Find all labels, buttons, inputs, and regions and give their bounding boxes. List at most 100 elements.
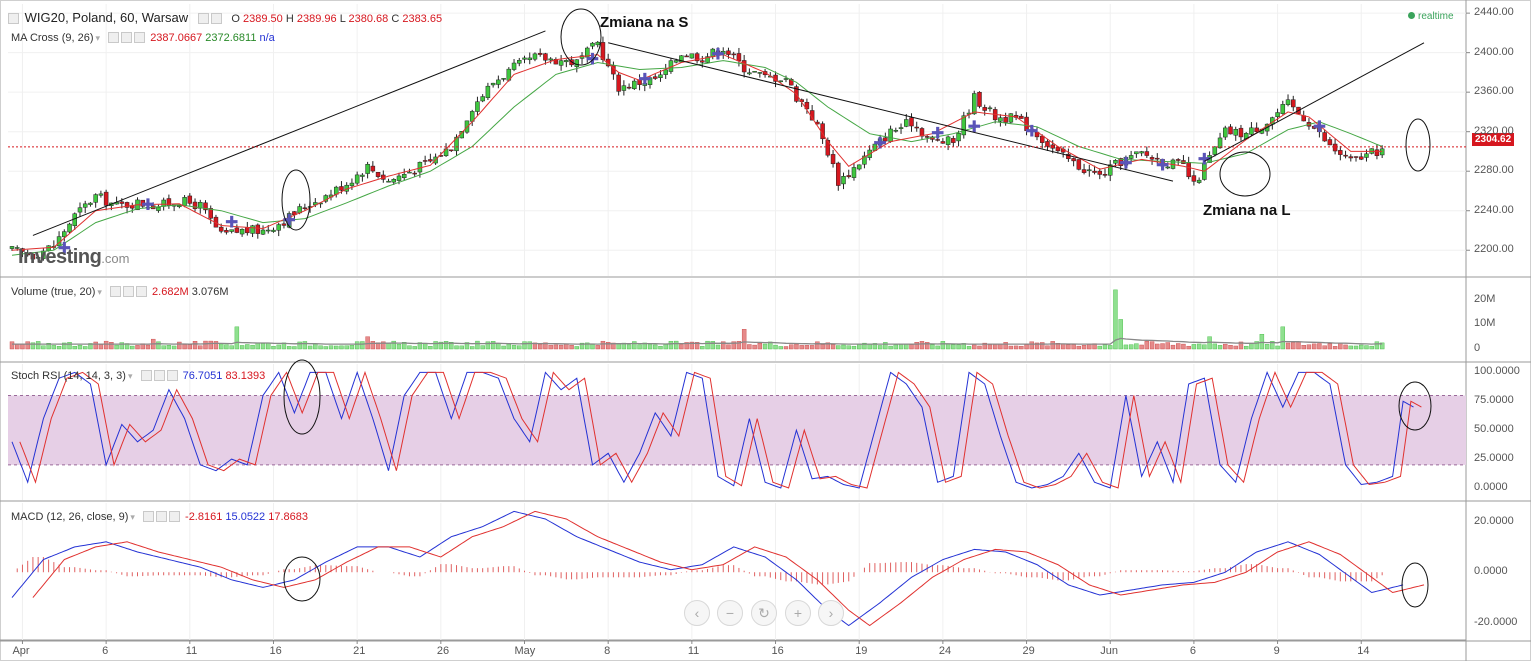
candle <box>501 78 506 82</box>
settings-icon[interactable] <box>210 13 222 24</box>
volume-bar <box>537 344 543 350</box>
volume-bar <box>647 344 653 350</box>
candle <box>893 127 899 133</box>
settings-icon[interactable] <box>121 32 133 43</box>
close-icon[interactable] <box>166 370 178 381</box>
volume-legend[interactable]: Volume (true, 20) ▾ 2.682M 3.076M <box>11 286 229 299</box>
candle-body <box>1123 157 1129 166</box>
candle <box>689 53 695 59</box>
candle <box>658 70 663 82</box>
close-icon[interactable] <box>168 511 180 522</box>
candle-body <box>1217 137 1223 149</box>
volume-bar <box>480 345 485 350</box>
candle-body <box>250 225 255 234</box>
candle-body <box>590 42 595 47</box>
volume-bar <box>9 341 15 350</box>
candle <box>1149 155 1155 165</box>
volume-bar <box>239 345 245 350</box>
stoch-legend[interactable]: Stoch RSI (14, 14, 3, 3) ▾ 76.7051 83.139… <box>11 370 265 383</box>
candle-body <box>140 199 145 207</box>
candle-body <box>632 80 637 90</box>
candle-body <box>1045 141 1050 147</box>
candle-body <box>449 149 454 152</box>
candle <box>1228 124 1233 135</box>
volume-bar <box>1317 343 1322 350</box>
volume-bar <box>286 346 292 350</box>
volume-bar <box>328 345 334 350</box>
macd-legend[interactable]: MACD (12, 26, close, 9) ▾ -2.8161 15.0522… <box>11 511 308 524</box>
volume-bar <box>234 326 240 350</box>
candle-body <box>517 60 522 64</box>
stoch-tick-label: 50.0000 <box>1474 423 1514 436</box>
eye-icon[interactable] <box>142 511 154 522</box>
zoom-in-button[interactable]: + <box>785 600 811 626</box>
candle <box>271 227 276 233</box>
candle-body <box>1008 113 1014 123</box>
volume-bar <box>731 341 736 350</box>
volume-bar <box>1306 344 1312 350</box>
date-tick-label: 29 <box>1022 645 1035 657</box>
candle <box>1039 134 1045 149</box>
candle-body <box>480 96 485 102</box>
main-pane-legend: WIG20, Poland, 60, Warsaw O 2389.50 H 23… <box>8 11 442 26</box>
chevron-down-icon[interactable]: ▾ <box>97 287 102 297</box>
scroll-right-button[interactable]: › <box>818 600 844 626</box>
candle-body <box>1186 162 1191 178</box>
macd-label: MACD (12, 26, close, 9) <box>11 511 129 523</box>
candle <box>1353 156 1359 162</box>
settings-icon[interactable] <box>197 13 209 24</box>
candle <box>558 54 564 71</box>
volume-bar <box>1034 342 1040 350</box>
candle-body <box>741 60 747 73</box>
eye-icon[interactable] <box>108 32 120 43</box>
ma-cross-legend[interactable]: MA Cross (9, 26) ▾ 2387.0667 2372.6811 n/… <box>11 32 275 45</box>
candle <box>585 46 590 63</box>
candle <box>935 138 940 142</box>
candle-body <box>1134 151 1139 155</box>
candle <box>490 82 496 88</box>
candle <box>632 79 637 90</box>
candle-body <box>804 101 810 110</box>
investing-logo: Investing.com <box>18 246 129 269</box>
candle-body <box>1107 164 1113 176</box>
collapse-icon[interactable] <box>8 13 19 24</box>
candle <box>590 42 595 50</box>
candle <box>752 71 757 73</box>
close-icon[interactable] <box>135 286 147 297</box>
volume-bar <box>1243 345 1249 350</box>
candle <box>370 161 376 173</box>
settings-icon[interactable] <box>155 511 167 522</box>
candle <box>647 75 653 89</box>
chevron-down-icon[interactable]: ▾ <box>127 371 133 381</box>
chevron-down-icon[interactable]: ▾ <box>130 512 135 522</box>
candle-body <box>637 79 642 85</box>
candle-body <box>156 206 161 211</box>
volume-bar <box>1118 319 1123 350</box>
logo-brand: Investing <box>18 246 102 268</box>
chevron-down-icon[interactable]: ▾ <box>95 33 101 43</box>
settings-icon[interactable] <box>153 370 165 381</box>
scroll-left-button[interactable]: ‹ <box>684 600 710 626</box>
volume-bar <box>1003 342 1008 350</box>
logo-suffix: .com <box>101 251 130 266</box>
candle-body <box>720 50 726 55</box>
stoch-tick-label: 25.0000 <box>1474 452 1514 465</box>
candle-body <box>501 78 506 80</box>
volume-bar <box>794 343 799 350</box>
candle-body <box>731 53 736 56</box>
volume-avg-value: 3.076M <box>191 286 229 298</box>
candle <box>783 75 789 83</box>
eye-icon[interactable] <box>109 286 121 297</box>
settings-icon[interactable] <box>122 286 134 297</box>
candle <box>972 90 977 115</box>
ma-cross-value: n/a <box>259 32 275 44</box>
candle-body <box>626 86 632 89</box>
reset-button[interactable]: ↻ <box>751 600 777 626</box>
volume-bar <box>626 344 632 350</box>
eye-icon[interactable] <box>140 370 152 381</box>
zoom-out-button[interactable]: − <box>717 600 743 626</box>
candle <box>62 229 67 242</box>
close-icon[interactable] <box>134 32 146 43</box>
volume-bar <box>679 344 684 350</box>
